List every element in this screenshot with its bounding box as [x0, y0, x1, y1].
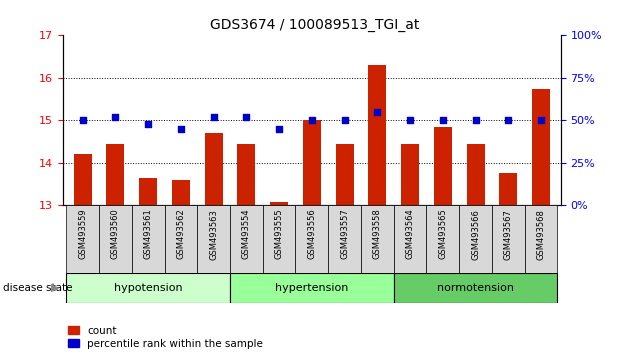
Text: GSM493554: GSM493554: [242, 209, 251, 259]
Text: GSM493567: GSM493567: [504, 209, 513, 259]
Point: [503, 118, 513, 123]
Bar: [106, 144, 124, 205]
Bar: [328, 205, 361, 273]
Bar: [172, 180, 190, 205]
Bar: [394, 205, 427, 273]
Point: [209, 114, 219, 120]
Point: [143, 121, 153, 127]
Point: [307, 118, 317, 123]
Point: [471, 118, 481, 123]
Bar: [459, 205, 492, 273]
Point: [110, 114, 120, 120]
Text: GSM493555: GSM493555: [275, 209, 284, 259]
Text: GSM493559: GSM493559: [78, 209, 87, 259]
Bar: [205, 133, 222, 205]
Bar: [99, 205, 132, 273]
Text: GSM493566: GSM493566: [471, 209, 480, 259]
Bar: [230, 205, 263, 273]
Bar: [197, 205, 230, 273]
Text: GSM493556: GSM493556: [307, 209, 316, 259]
Text: GSM493560: GSM493560: [111, 209, 120, 259]
Bar: [263, 205, 295, 273]
Bar: [427, 205, 459, 273]
Point: [340, 118, 350, 123]
Text: normotension: normotension: [437, 282, 514, 293]
Bar: [132, 205, 164, 273]
Text: GDS3674 / 100089513_TGI_at: GDS3674 / 100089513_TGI_at: [210, 18, 420, 32]
Bar: [434, 127, 452, 205]
Text: GSM493563: GSM493563: [209, 209, 218, 259]
Text: hypotension: hypotension: [114, 282, 183, 293]
Point: [438, 118, 448, 123]
Bar: [369, 65, 386, 205]
Bar: [238, 144, 255, 205]
Text: GSM493557: GSM493557: [340, 209, 349, 259]
Bar: [394, 273, 558, 303]
Bar: [361, 205, 394, 273]
Bar: [303, 120, 321, 205]
Text: ▶: ▶: [51, 282, 60, 293]
Point: [536, 118, 546, 123]
Bar: [467, 144, 484, 205]
Bar: [492, 205, 525, 273]
Text: hypertension: hypertension: [275, 282, 348, 293]
Bar: [66, 205, 99, 273]
Bar: [66, 273, 230, 303]
Text: GSM493565: GSM493565: [438, 209, 447, 259]
Bar: [74, 154, 91, 205]
Bar: [532, 88, 550, 205]
Point: [372, 109, 382, 115]
Text: GSM493568: GSM493568: [537, 209, 546, 259]
Text: GSM493561: GSM493561: [144, 209, 152, 259]
Bar: [401, 144, 419, 205]
Text: GSM493564: GSM493564: [406, 209, 415, 259]
Bar: [230, 273, 394, 303]
Bar: [525, 205, 558, 273]
Text: GSM493558: GSM493558: [373, 209, 382, 259]
Point: [274, 126, 284, 132]
Bar: [270, 202, 288, 205]
Legend: count, percentile rank within the sample: count, percentile rank within the sample: [68, 326, 263, 349]
Point: [77, 118, 88, 123]
Bar: [164, 205, 197, 273]
Point: [405, 118, 415, 123]
Text: disease state: disease state: [3, 282, 72, 293]
Bar: [139, 178, 157, 205]
Bar: [295, 205, 328, 273]
Text: GSM493562: GSM493562: [176, 209, 185, 259]
Point: [176, 126, 186, 132]
Bar: [500, 173, 517, 205]
Bar: [336, 144, 353, 205]
Point: [241, 114, 251, 120]
